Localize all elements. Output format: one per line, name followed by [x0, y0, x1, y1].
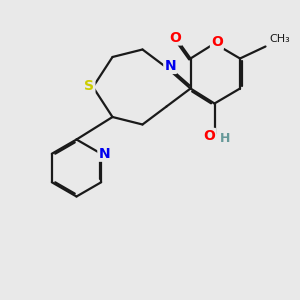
- Text: CH₃: CH₃: [269, 34, 290, 44]
- Text: S: S: [84, 79, 94, 92]
- Text: O: O: [169, 31, 181, 44]
- Text: H: H: [220, 131, 230, 145]
- Text: N: N: [164, 59, 176, 73]
- Text: N: N: [98, 147, 110, 161]
- Text: O: O: [211, 35, 223, 49]
- Text: O: O: [203, 129, 215, 143]
